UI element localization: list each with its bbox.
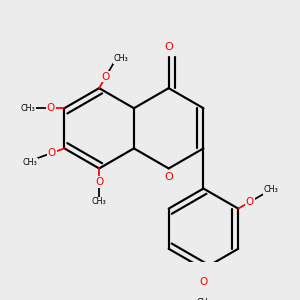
Text: O: O	[164, 42, 173, 52]
Text: O: O	[47, 103, 55, 113]
Text: CH₃: CH₃	[92, 197, 106, 206]
Text: CH₃: CH₃	[22, 158, 37, 167]
Text: O: O	[48, 148, 56, 158]
Text: O: O	[246, 197, 254, 207]
Text: O: O	[164, 172, 173, 182]
Text: O: O	[95, 177, 103, 187]
Text: CH₃: CH₃	[113, 54, 128, 63]
Text: CH₃: CH₃	[196, 298, 211, 300]
Text: CH₃: CH₃	[263, 185, 278, 194]
Text: O: O	[102, 72, 110, 82]
Text: O: O	[199, 277, 208, 287]
Text: CH₃: CH₃	[21, 104, 36, 113]
